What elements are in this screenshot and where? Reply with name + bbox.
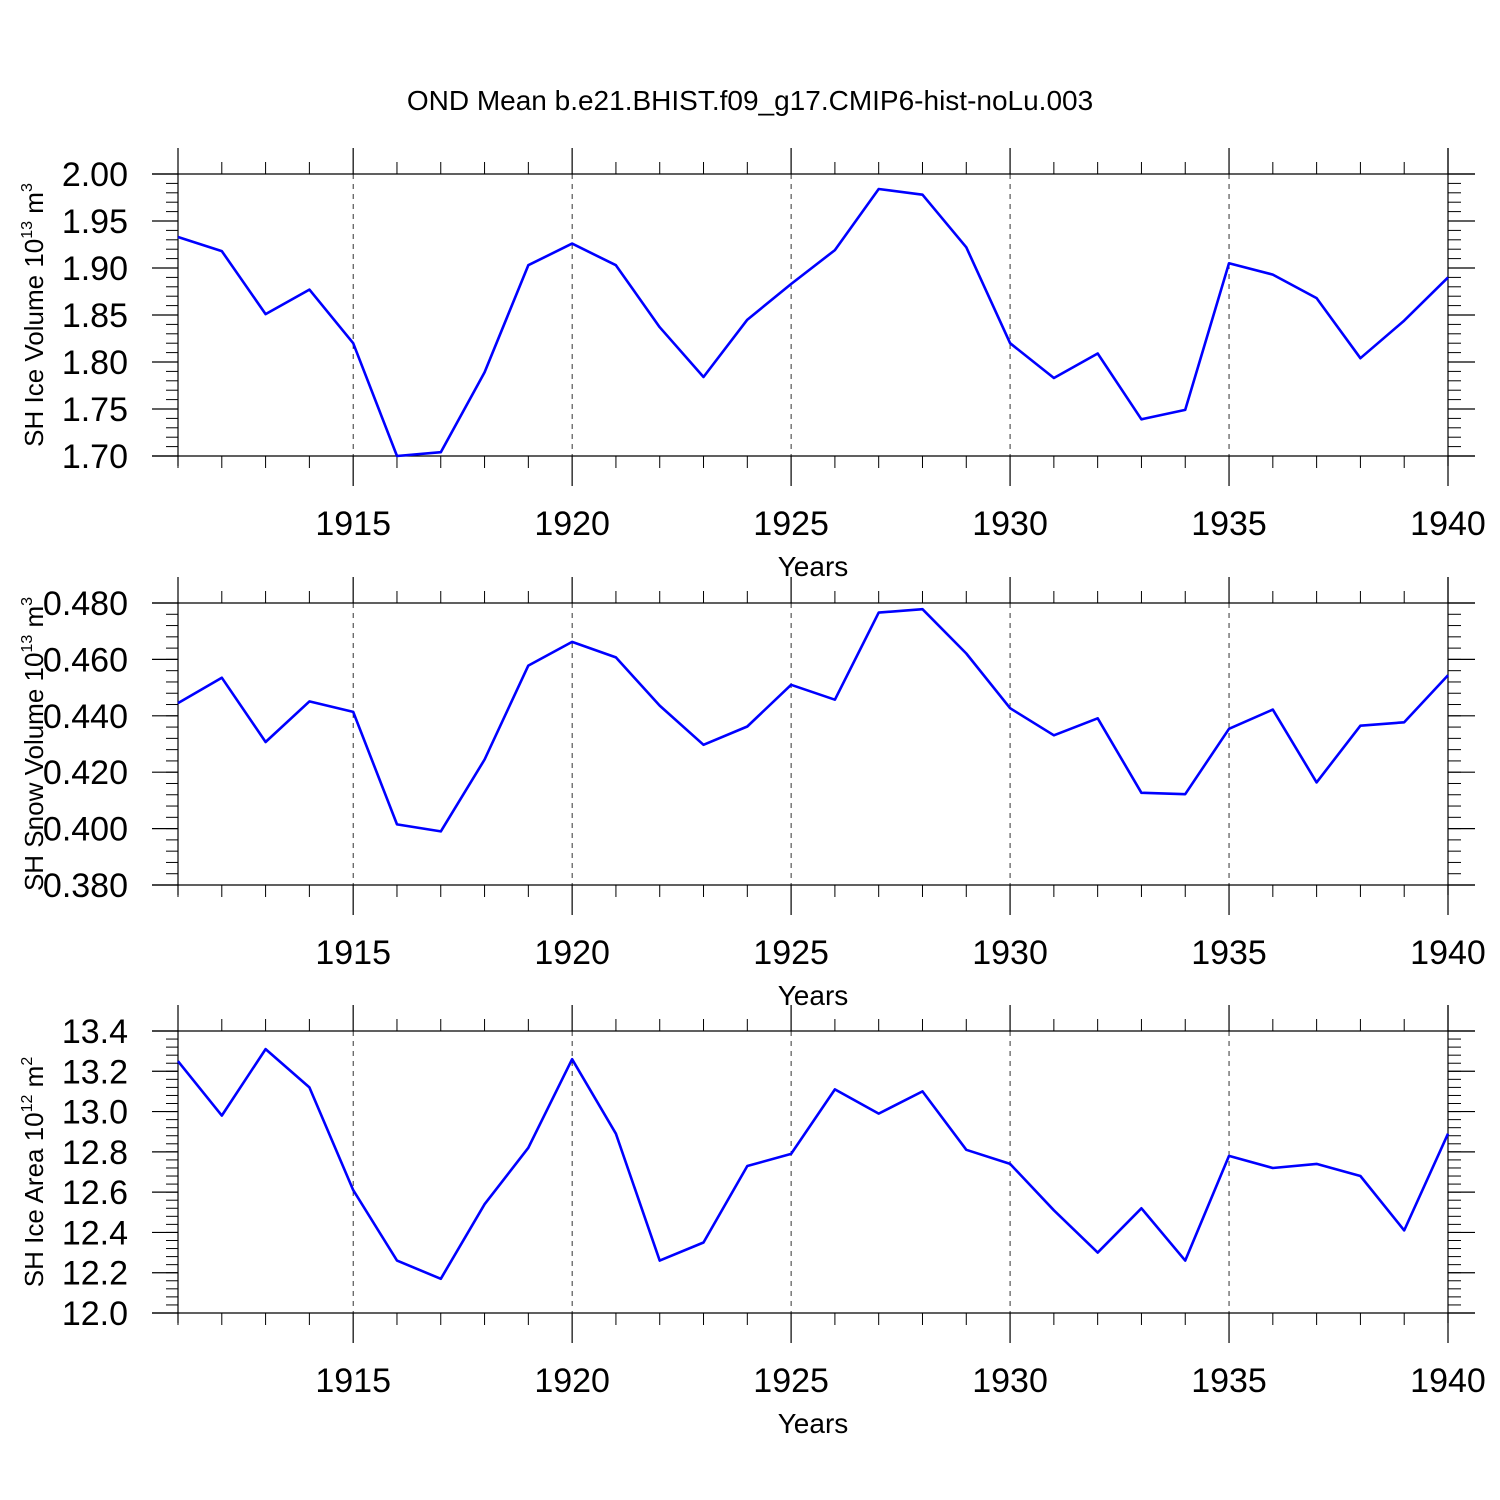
ice-area-ytick-label: 12.0 xyxy=(62,1295,128,1333)
ice-volume-series-line xyxy=(177,187,1449,458)
ice-area-xtick-label: 1935 xyxy=(1191,1362,1267,1400)
ice-volume-y-axis-label: SH Ice Volume 1013 m3 xyxy=(19,183,49,447)
ice-volume-ytick-label: 1.80 xyxy=(62,344,128,382)
ice-area-ytick-label: 13.0 xyxy=(62,1094,128,1132)
snow-volume-ytick-label: 0.400 xyxy=(43,811,128,849)
snow-volume-xtick-label: 1925 xyxy=(753,934,829,972)
ice-area-x-axis-label: Years xyxy=(778,1408,849,1439)
ice-volume-xtick-label: 1930 xyxy=(972,505,1048,543)
panel-ice-volume: 1.70 1.75 1.80 1.85 1.90 1.95 2.00 1915 1920 1925… xyxy=(19,148,1486,582)
ice-area-ytick-label: 13.2 xyxy=(62,1053,128,1091)
ice-volume-ytick-label: 2.00 xyxy=(62,156,128,194)
snow-volume-ytick-label: 0.420 xyxy=(43,754,128,792)
snow-volume-xtick-label: 1915 xyxy=(315,934,391,972)
ice-volume-xtick-label: 1925 xyxy=(753,505,829,543)
ice-area-y-axis-label: SH Ice Area 1012 m2 xyxy=(19,1057,49,1288)
ice-volume-xtick-label: 1915 xyxy=(315,505,391,543)
snow-volume-ytick-label: 0.460 xyxy=(43,641,128,679)
ice-area-ytick-label: 12.4 xyxy=(62,1214,128,1252)
snow-volume-y-axis-label: SH Snow Volume 1013 m3 xyxy=(19,597,49,891)
snow-volume-ytick-label: 0.380 xyxy=(43,867,128,905)
panel-snow-volume: 0.380 0.400 0.420 0.440 0.460 0.480 1915 1920 19… xyxy=(19,577,1486,1011)
ice-area-xtick-label: 1930 xyxy=(972,1362,1048,1400)
ice-area-series-line xyxy=(176,1047,1450,1281)
figure-title: OND Mean b.e21.BHIST.f09_g17.CMIP6-hist-… xyxy=(407,85,1093,116)
ice-area-xtick-label: 1940 xyxy=(1410,1362,1486,1400)
ice-area-xtick-label: 1925 xyxy=(753,1362,829,1400)
ice-volume-x-axis-label: Years xyxy=(778,551,849,582)
snow-volume-ytick-label: 0.480 xyxy=(43,585,128,623)
snow-volume-xtick-label: 1930 xyxy=(972,934,1048,972)
ice-area-ytick-label: 13.4 xyxy=(62,1013,128,1051)
ice-volume-ytick-label: 1.95 xyxy=(62,203,128,241)
ice-area-ytick-label: 12.8 xyxy=(62,1134,128,1172)
ice-volume-ytick-label: 1.90 xyxy=(62,250,128,288)
snow-volume-xtick-label: 1920 xyxy=(534,934,610,972)
panel-ice-area: 12.012.212.412.612.813.013.213.4 1915 1920… xyxy=(19,1005,1486,1439)
ice-volume-xtick-label: 1940 xyxy=(1410,505,1486,543)
snow-volume-series-line xyxy=(177,607,1449,833)
ice-volume-ytick-label: 1.70 xyxy=(62,438,128,476)
ice-volume-ytick-label: 1.75 xyxy=(62,391,128,429)
snow-volume-x-axis-label: Years xyxy=(778,980,849,1011)
ice-area-xtick-label: 1920 xyxy=(534,1362,610,1400)
snow-volume-ytick-label: 0.440 xyxy=(43,698,128,736)
ice-volume-xtick-label: 1920 xyxy=(534,505,610,543)
ice-area-ytick-label: 12.2 xyxy=(62,1255,128,1293)
ice-volume-xtick-label: 1935 xyxy=(1191,505,1267,543)
snow-volume-xtick-label: 1935 xyxy=(1191,934,1267,972)
ice-volume-ytick-label: 1.85 xyxy=(62,297,128,335)
ice-area-xtick-label: 1915 xyxy=(315,1362,391,1400)
snow-volume-xtick-label: 1940 xyxy=(1410,934,1486,972)
ice-area-ytick-label: 12.6 xyxy=(62,1174,128,1212)
